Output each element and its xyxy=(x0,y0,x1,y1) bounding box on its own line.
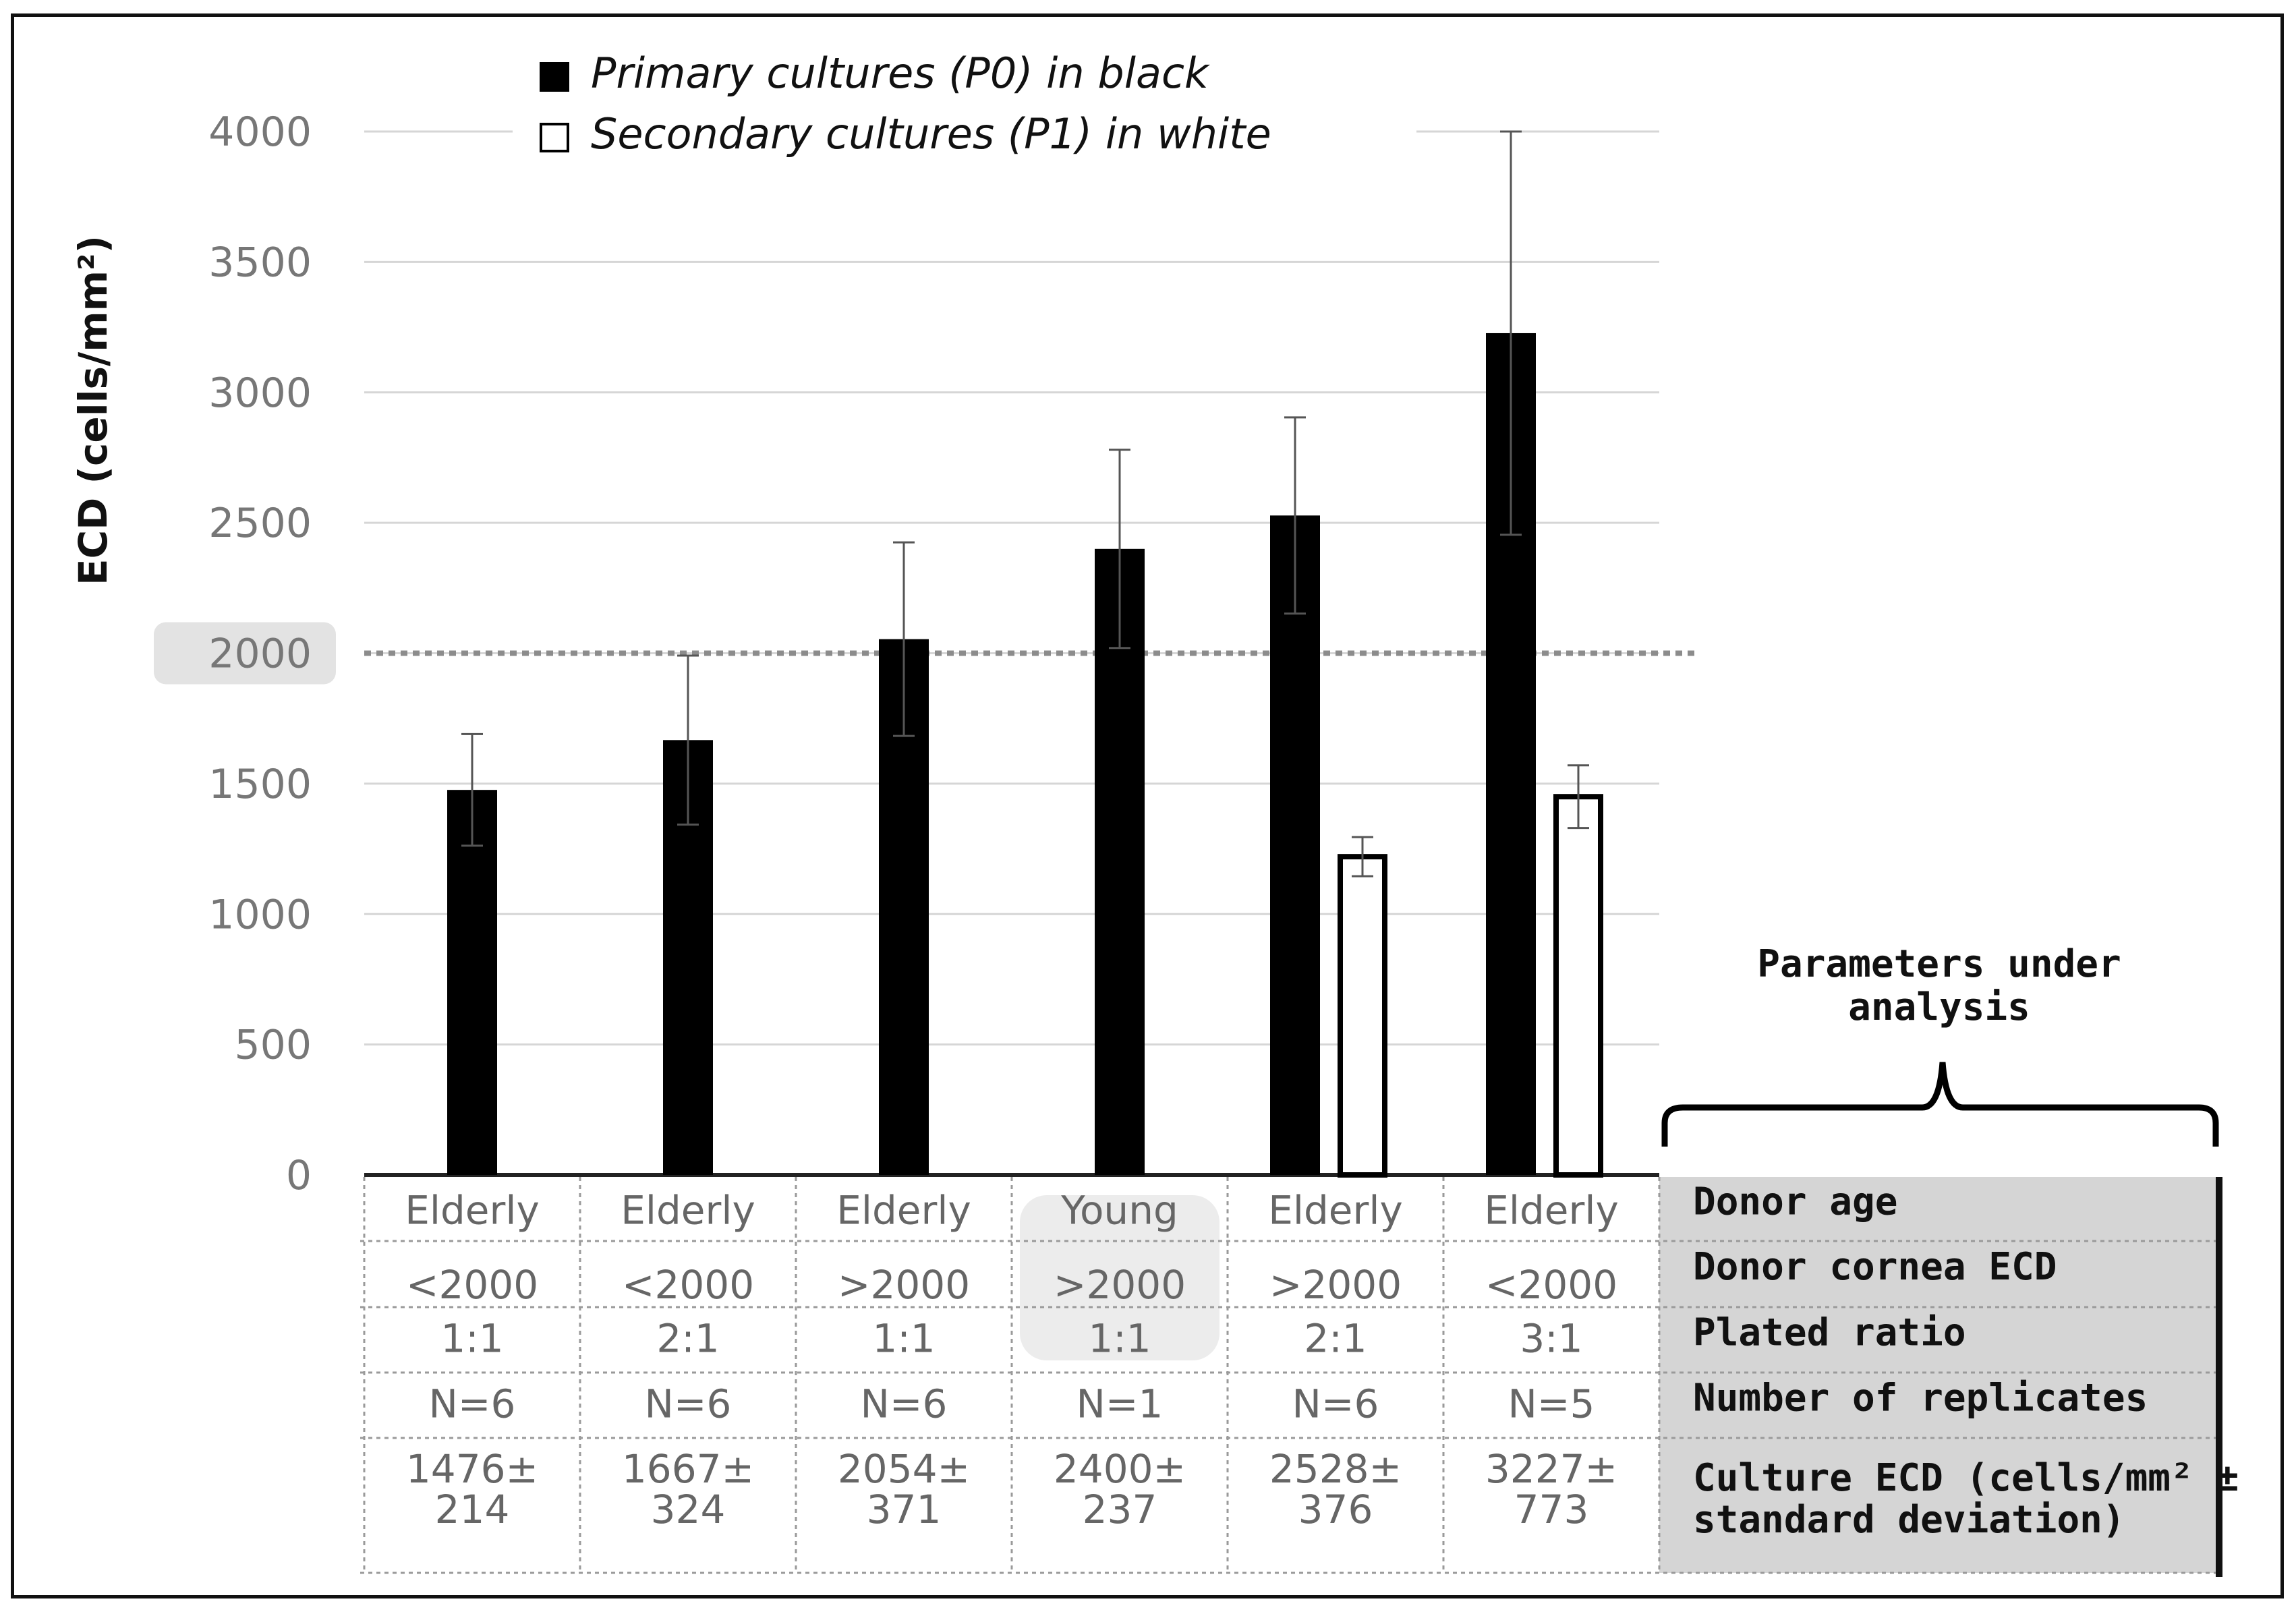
table-cell: >2000 xyxy=(838,1262,970,1308)
table-cell: 773 xyxy=(1514,1487,1589,1532)
table-cell: 2:1 xyxy=(656,1316,719,1362)
table-cell: 3:1 xyxy=(1520,1316,1582,1362)
table-cell: 237 xyxy=(1083,1487,1157,1532)
table-cell: Elderly xyxy=(1268,1188,1403,1234)
table-cell: 324 xyxy=(651,1487,726,1532)
legend-label-p0: Primary cultures (P0) in black xyxy=(591,49,1210,98)
table-cell: 1:1 xyxy=(872,1316,935,1362)
table-cell: N=6 xyxy=(861,1381,948,1427)
y-axis-label: ECD (cells/mm²) xyxy=(70,235,116,585)
table-cell: N=6 xyxy=(429,1381,516,1427)
table-cell: 2054± xyxy=(838,1446,970,1492)
table-cell: 1476± xyxy=(406,1446,538,1492)
bar-p0 xyxy=(447,790,497,1175)
table-cell: >2000 xyxy=(1054,1262,1186,1308)
table-cell: 1:1 xyxy=(440,1316,503,1362)
table-cell: 371 xyxy=(867,1487,942,1532)
figure-frame xyxy=(11,13,2284,1598)
row-label: Culture ECD (cells/mm² ± xyxy=(1693,1456,2239,1500)
table-cell: 1:1 xyxy=(1088,1316,1151,1362)
y-tick-label: 1500 xyxy=(208,761,312,808)
table-cell: Elderly xyxy=(405,1188,540,1234)
table-cell: >2000 xyxy=(1269,1262,1402,1308)
highlight-tick-box xyxy=(154,622,336,685)
row-label: Donor cornea ECD xyxy=(1693,1245,2057,1289)
table-cell: 1667± xyxy=(622,1446,754,1492)
table-cell: Elderly xyxy=(836,1188,971,1234)
table-cell: 214 xyxy=(435,1487,510,1532)
table-cell: N=1 xyxy=(1077,1381,1164,1427)
y-tick-label: 2500 xyxy=(208,500,312,547)
y-tick-label: 2000 xyxy=(208,631,312,678)
table-cell: 2400± xyxy=(1054,1446,1186,1492)
bar-p0 xyxy=(1095,548,1145,1175)
row-label-background xyxy=(1659,1177,2219,1573)
table-cell: <2000 xyxy=(406,1262,538,1308)
legend-label-p1: Secondary cultures (P1) in white xyxy=(591,109,1271,158)
bar-p0 xyxy=(1270,515,1320,1175)
row-label: Plated ratio xyxy=(1693,1311,1966,1355)
table-cell: 376 xyxy=(1298,1487,1373,1532)
legend-swatch-p0 xyxy=(540,62,569,92)
params-title-line1: Parameters under xyxy=(1757,942,2121,986)
row-label: standard deviation) xyxy=(1693,1498,2125,1542)
legend-swatch-p1 xyxy=(540,123,569,152)
y-tick-label: 4000 xyxy=(208,109,312,156)
table-cell: <2000 xyxy=(622,1262,754,1308)
table-cell: 2528± xyxy=(1269,1446,1402,1492)
curly-brace xyxy=(1661,1062,2219,1147)
table-cell: 2:1 xyxy=(1304,1316,1367,1362)
highlight-column-box xyxy=(1020,1195,1219,1360)
table-cell: Young xyxy=(1060,1188,1178,1234)
table-cell: <2000 xyxy=(1485,1262,1617,1308)
table-cell: 3227± xyxy=(1485,1446,1617,1492)
bar-p1 xyxy=(1338,854,1387,1178)
y-tick-label: 1000 xyxy=(208,891,312,938)
y-tick-label: 3000 xyxy=(208,370,312,417)
table-cell: N=6 xyxy=(1292,1381,1379,1427)
table-cell: N=5 xyxy=(1508,1381,1595,1427)
y-tick-label: 0 xyxy=(286,1152,312,1199)
bar-p1 xyxy=(1553,794,1603,1178)
params-title-line2: analysis xyxy=(1848,985,2030,1029)
table-cell: N=6 xyxy=(645,1381,732,1427)
row-label: Donor age xyxy=(1693,1180,1897,1224)
y-tick-label: 3500 xyxy=(208,239,312,286)
table-cell: Elderly xyxy=(621,1188,755,1234)
legend-background xyxy=(513,40,1416,169)
row-label: Number of replicates xyxy=(1693,1377,2148,1420)
table-cell: Elderly xyxy=(1484,1188,1619,1234)
y-tick-label: 500 xyxy=(234,1022,312,1069)
